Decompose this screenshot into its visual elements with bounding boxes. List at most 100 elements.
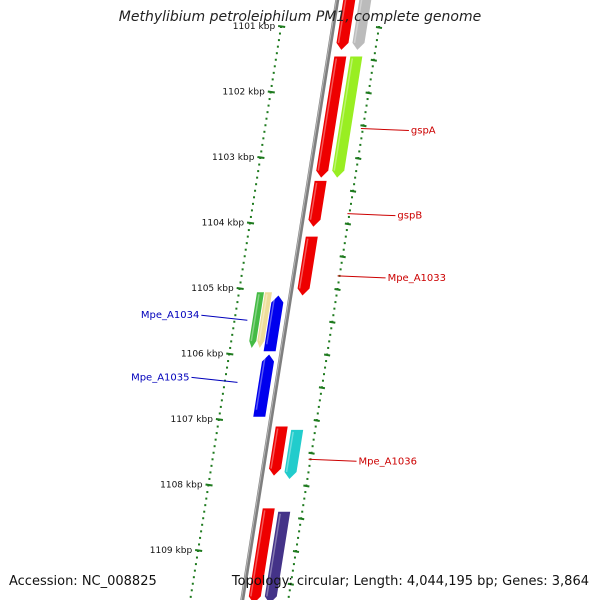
tick-dot xyxy=(332,314,335,317)
tick-dot xyxy=(202,517,205,520)
gene-label-mpe_a1035: Mpe_A1035 xyxy=(131,372,189,383)
tick-dot xyxy=(368,84,371,87)
tick-dot xyxy=(343,242,346,245)
tick-dot xyxy=(290,576,293,579)
tick-dot xyxy=(339,268,342,271)
tick-dash xyxy=(355,157,362,160)
tick-dot xyxy=(237,294,240,297)
tick-dot xyxy=(218,412,221,415)
tick-dot xyxy=(324,366,327,369)
accession-text: Accession: NC_008825 xyxy=(9,574,157,589)
tick-dot xyxy=(374,45,377,48)
tick-dot xyxy=(257,170,260,173)
tick-dot xyxy=(313,432,316,435)
kbp-tick xyxy=(257,156,265,159)
backbone-layer xyxy=(240,0,340,600)
tick-dot xyxy=(334,301,337,304)
kbp-label: 1105 kbp xyxy=(191,284,234,294)
gene-arrow-12 xyxy=(284,429,304,479)
tick-dot xyxy=(359,143,362,146)
gene-shade xyxy=(258,294,268,342)
tick-dash xyxy=(344,222,352,226)
tick-dot xyxy=(317,405,320,408)
gene-arrow-13 xyxy=(248,508,275,600)
tick-dot xyxy=(270,84,273,87)
tick-dot xyxy=(349,202,352,205)
tick-dot xyxy=(333,307,336,310)
tick-dot xyxy=(347,215,350,218)
tick-dot xyxy=(243,255,246,258)
gene-shade xyxy=(317,58,338,171)
tick-dot xyxy=(221,392,224,395)
kbp-tick xyxy=(236,287,244,290)
tick-dot xyxy=(308,464,311,467)
tick-dot xyxy=(292,563,295,566)
tick-dot xyxy=(231,333,234,336)
tick-dot xyxy=(198,543,201,546)
gene-label-mpe_a1034: Mpe_A1034 xyxy=(141,310,199,321)
tick-dot xyxy=(255,183,258,186)
gene-arrow-10 xyxy=(253,354,275,417)
tick-dot xyxy=(210,464,213,467)
tick-dash xyxy=(292,550,300,553)
tick-dot xyxy=(298,530,301,533)
tick-dot xyxy=(229,346,232,349)
tick-dot xyxy=(307,471,310,474)
tick-dot xyxy=(312,438,315,441)
gene-label-mpe_a1033: Mpe_A1033 xyxy=(388,273,446,284)
gene-shade xyxy=(309,182,318,220)
kbp-label: 1103 kbp xyxy=(212,153,255,163)
tick-dot xyxy=(316,412,319,415)
tick-dot xyxy=(260,150,263,153)
tick-dot xyxy=(321,379,324,382)
tick-dot xyxy=(266,111,269,114)
tick-dot xyxy=(193,569,196,572)
tick-dot xyxy=(249,215,252,218)
gene-arrow-11 xyxy=(269,426,288,476)
tick-dot xyxy=(330,327,333,330)
kbp-tick xyxy=(205,483,213,487)
gene-shade xyxy=(250,294,260,342)
tick-dot xyxy=(297,536,300,539)
gene-arrow-1 xyxy=(336,0,356,50)
tick-dot xyxy=(288,589,291,592)
tick-dash xyxy=(308,451,315,455)
gene-arrow-5 xyxy=(308,180,327,227)
gene-arrow-14 xyxy=(264,511,291,600)
tick-dot xyxy=(253,196,256,199)
gene-shade xyxy=(270,428,279,469)
tick-dot xyxy=(325,360,328,363)
map-title: Methylibium petroleiphilum PM1, complete… xyxy=(118,9,482,25)
tick-dot xyxy=(323,373,326,376)
gene-arrow-2 xyxy=(352,0,372,50)
tick-dot xyxy=(291,569,294,572)
tick-dot xyxy=(271,78,274,81)
tick-dot xyxy=(236,301,239,304)
tick-dot xyxy=(360,137,363,140)
tick-dot xyxy=(215,432,218,435)
tick-dot xyxy=(328,340,331,343)
tick-dot xyxy=(190,589,193,592)
tick-dot xyxy=(318,399,321,402)
kbp-label: 1102 kbp xyxy=(222,88,265,98)
tick-dash xyxy=(323,353,331,357)
tick-dash xyxy=(318,386,326,390)
tick-dot xyxy=(314,425,317,428)
gene-shade xyxy=(337,0,347,44)
tick-dash xyxy=(349,189,357,193)
tick-dot xyxy=(351,196,354,199)
tick-dot xyxy=(364,111,367,114)
gene-arrow-3 xyxy=(316,56,347,178)
kbp-tick xyxy=(246,221,255,225)
tick-dot xyxy=(189,595,192,598)
tick-dot xyxy=(214,438,217,441)
gene-shade xyxy=(255,356,266,410)
tick-dot xyxy=(369,78,372,81)
kbp-label: 1107 kbp xyxy=(171,415,214,425)
kbp-ticks: 1101 kbp 1102 kbp 1103 kbp 1104 kbp 1105 kbp… xyxy=(150,22,286,556)
tick-dot xyxy=(250,209,253,212)
tick-dot xyxy=(296,543,299,546)
tick-dot xyxy=(293,556,296,559)
tick-dot xyxy=(264,124,267,127)
